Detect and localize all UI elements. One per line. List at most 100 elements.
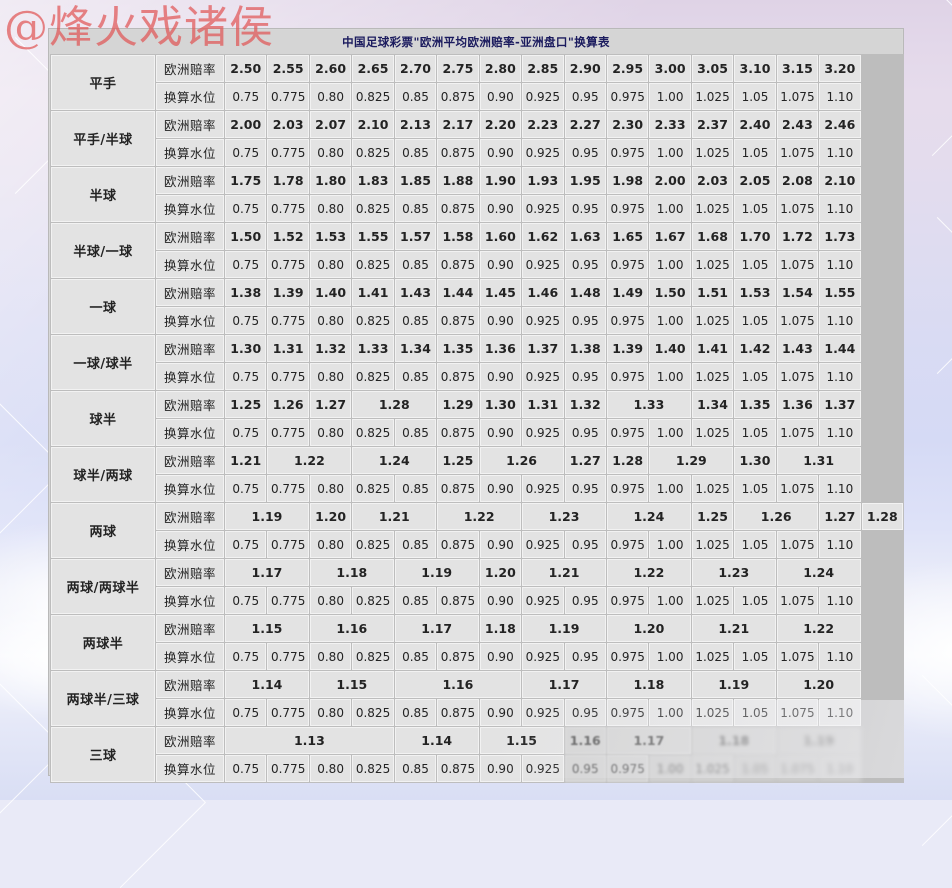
water-level-cell: 0.85 bbox=[394, 587, 437, 614]
water-level-cell: 1.05 bbox=[734, 475, 776, 502]
water-level-cell: 1.00 bbox=[649, 531, 691, 558]
water-level-cell: 1.025 bbox=[691, 699, 734, 726]
water-level-cell: 0.80 bbox=[309, 419, 352, 446]
water-level-cell: 0.825 bbox=[352, 643, 394, 670]
odds-cell: 1.27 bbox=[819, 503, 861, 530]
odds-cell: 1.85 bbox=[394, 167, 437, 194]
water-level-cell: 1.10 bbox=[819, 699, 861, 726]
table-row: 换算水位 0.75 0.775 0.80 0.825 0.85 0.875 0.90 0.925… bbox=[51, 475, 903, 502]
odds-cell: 1.14 bbox=[225, 671, 309, 698]
water-level-cell: 1.025 bbox=[691, 307, 734, 334]
water-level-cell: 0.75 bbox=[225, 195, 267, 222]
odds-cell: 1.67 bbox=[649, 223, 691, 250]
odds-cell: 1.28 bbox=[606, 447, 649, 474]
odds-cell: 1.24 bbox=[776, 559, 861, 586]
odds-cell: 2.37 bbox=[691, 111, 734, 138]
converted-water-label: 换算水位 bbox=[156, 643, 224, 670]
odds-cell: 3.20 bbox=[819, 55, 861, 82]
water-level-cell: 0.975 bbox=[606, 139, 649, 166]
water-level-cell: 0.875 bbox=[437, 755, 479, 782]
water-level-cell: 0.85 bbox=[394, 531, 437, 558]
water-level-cell: 0.975 bbox=[606, 755, 649, 782]
water-level-cell: 1.025 bbox=[691, 531, 734, 558]
water-level-cell: 1.025 bbox=[691, 475, 734, 502]
water-level-cell: 0.775 bbox=[267, 699, 309, 726]
water-level-cell: 0.75 bbox=[225, 363, 267, 390]
water-level-cell: 1.075 bbox=[776, 363, 819, 390]
odds-cell: 2.20 bbox=[479, 111, 522, 138]
water-level-cell: 0.825 bbox=[352, 475, 394, 502]
odds-cell: 1.44 bbox=[437, 279, 479, 306]
water-level-cell: 0.75 bbox=[225, 643, 267, 670]
odds-cell: 1.19 bbox=[394, 559, 479, 586]
water-level-cell: 0.90 bbox=[479, 139, 522, 166]
water-level-cell: 1.05 bbox=[734, 699, 776, 726]
water-level-cell: 1.00 bbox=[649, 419, 691, 446]
water-level-cell: 0.80 bbox=[309, 251, 352, 278]
water-level-cell: 0.80 bbox=[309, 307, 352, 334]
european-odds-label: 欧洲赔率 bbox=[156, 615, 224, 642]
odds-cell: 1.62 bbox=[522, 223, 564, 250]
odds-cell: 1.93 bbox=[522, 167, 564, 194]
water-level-cell: 0.825 bbox=[352, 139, 394, 166]
odds-cell: 1.46 bbox=[522, 279, 564, 306]
water-level-cell: 1.10 bbox=[819, 363, 861, 390]
odds-cell: 1.34 bbox=[394, 335, 437, 362]
water-level-cell: 1.00 bbox=[649, 83, 691, 110]
odds-cell: 1.21 bbox=[691, 615, 776, 642]
water-level-cell: 0.875 bbox=[437, 699, 479, 726]
water-level-cell: 1.025 bbox=[691, 419, 734, 446]
table-row: 半球 欧洲赔率 1.75 1.78 1.80 1.83 1.85 1.88 1.90 1.93 1.… bbox=[51, 167, 903, 222]
odds-cell: 1.21 bbox=[225, 447, 267, 474]
water-level-cell: 0.80 bbox=[309, 195, 352, 222]
odds-cell: 1.42 bbox=[734, 335, 776, 362]
water-level-cell: 1.05 bbox=[734, 139, 776, 166]
european-odds-label: 欧洲赔率 bbox=[156, 447, 224, 474]
table-row: 两球半/三球 欧洲赔率 1.14 1.15 1.16 1.17 1.18 1.19 1.20 bbox=[51, 671, 903, 726]
odds-cell: 2.70 bbox=[394, 55, 437, 82]
handicap-label: 一球 bbox=[51, 279, 155, 334]
water-level-cell: 0.90 bbox=[479, 475, 522, 502]
odds-cell: 1.40 bbox=[649, 335, 691, 362]
water-level-cell: 1.05 bbox=[734, 307, 776, 334]
water-level-cell: 0.85 bbox=[394, 363, 437, 390]
water-level-cell: 0.95 bbox=[564, 363, 606, 390]
water-level-cell: 1.075 bbox=[776, 699, 819, 726]
water-level-cell: 0.85 bbox=[394, 251, 437, 278]
water-level-cell: 0.875 bbox=[437, 531, 479, 558]
odds-cell: 1.20 bbox=[606, 615, 691, 642]
odds-cell: 1.36 bbox=[479, 335, 522, 362]
water-level-cell: 1.00 bbox=[649, 363, 691, 390]
odds-cell: 1.44 bbox=[819, 335, 861, 362]
water-level-cell: 0.95 bbox=[564, 699, 606, 726]
odds-cell: 1.24 bbox=[352, 447, 437, 474]
odds-cell: 1.75 bbox=[225, 167, 267, 194]
odds-cell: 1.50 bbox=[649, 279, 691, 306]
water-level-cell: 1.075 bbox=[776, 307, 819, 334]
odds-cell: 1.63 bbox=[564, 223, 606, 250]
odds-cell: 2.95 bbox=[606, 55, 649, 82]
odds-cell: 1.34 bbox=[691, 391, 734, 418]
water-level-cell: 0.95 bbox=[564, 587, 606, 614]
converted-water-label: 换算水位 bbox=[156, 195, 224, 222]
water-level-cell: 0.925 bbox=[522, 139, 564, 166]
water-level-cell: 0.925 bbox=[522, 363, 564, 390]
water-level-cell: 1.05 bbox=[734, 83, 776, 110]
odds-cell: 1.20 bbox=[309, 503, 352, 530]
table-row: 换算水位 0.75 0.775 0.80 0.825 0.85 0.875 0.90 0.925… bbox=[51, 83, 903, 110]
water-level-cell: 0.875 bbox=[437, 419, 479, 446]
handicap-label: 两球半 bbox=[51, 615, 155, 670]
odds-cell: 2.46 bbox=[819, 111, 861, 138]
table-row: 球半/两球 欧洲赔率 1.21 1.22 1.24 1.25 1.26 1.27 1.28 1.2… bbox=[51, 447, 903, 502]
water-level-cell: 0.825 bbox=[352, 307, 394, 334]
handicap-label: 三球 bbox=[51, 727, 155, 782]
odds-cell: 1.29 bbox=[437, 391, 479, 418]
odds-cell: 1.72 bbox=[776, 223, 819, 250]
table-row: 换算水位 0.75 0.775 0.80 0.825 0.85 0.875 0.90 0.925… bbox=[51, 699, 903, 726]
handicap-label: 半球/一球 bbox=[51, 223, 155, 278]
odds-cell: 1.38 bbox=[225, 279, 267, 306]
water-level-cell: 0.925 bbox=[522, 643, 564, 670]
odds-cell: 1.43 bbox=[776, 335, 819, 362]
water-level-cell: 1.10 bbox=[819, 587, 861, 614]
odds-cell: 1.55 bbox=[819, 279, 861, 306]
